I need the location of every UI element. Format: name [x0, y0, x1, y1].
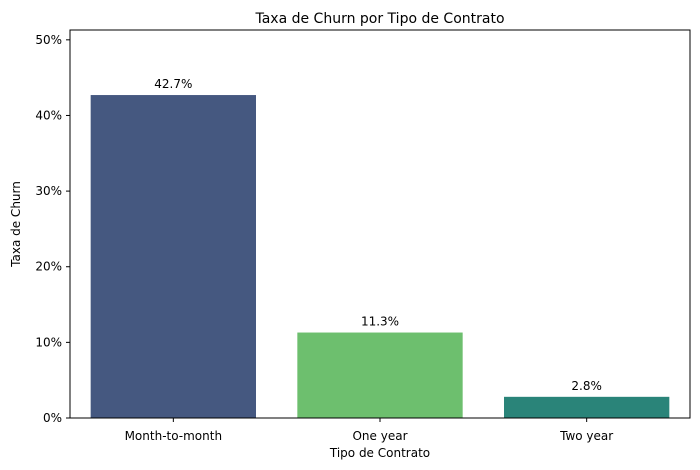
y-tick-label: 30%	[35, 184, 62, 198]
x-tick-label-one-year: One year	[352, 429, 407, 443]
y-tick-label: 20%	[35, 260, 62, 274]
data-labels-layer: 42.7% 11.3% 2.8%	[154, 77, 602, 393]
data-label-two-year: 2.8%	[571, 379, 602, 393]
y-tick-label: 10%	[35, 335, 62, 349]
y-axis: 0% 10% 20% 30% 40% 50%	[35, 33, 70, 425]
bar-one-year	[297, 332, 463, 418]
x-tick-label-two-year: Two year	[559, 429, 613, 443]
y-axis-label: Taxa de Churn	[9, 181, 23, 268]
data-label-one-year: 11.3%	[361, 315, 399, 329]
x-axis: Month-to-month One year Two year	[125, 418, 613, 443]
y-tick-label: 50%	[35, 33, 62, 47]
bars-layer	[90, 95, 670, 419]
y-tick-label: 0%	[43, 411, 62, 425]
x-tick-label-month-to-month: Month-to-month	[125, 429, 223, 443]
plot-frame	[69, 29, 691, 419]
data-label-month-to-month: 42.7%	[154, 77, 192, 91]
chart-title: Taxa de Churn por Tipo de Contrato	[254, 11, 504, 27]
x-axis-label: Tipo de Contrato	[329, 446, 430, 460]
y-tick-label: 40%	[35, 108, 62, 122]
bar-month-to-month	[90, 95, 257, 419]
bar-two-year	[504, 396, 670, 418]
